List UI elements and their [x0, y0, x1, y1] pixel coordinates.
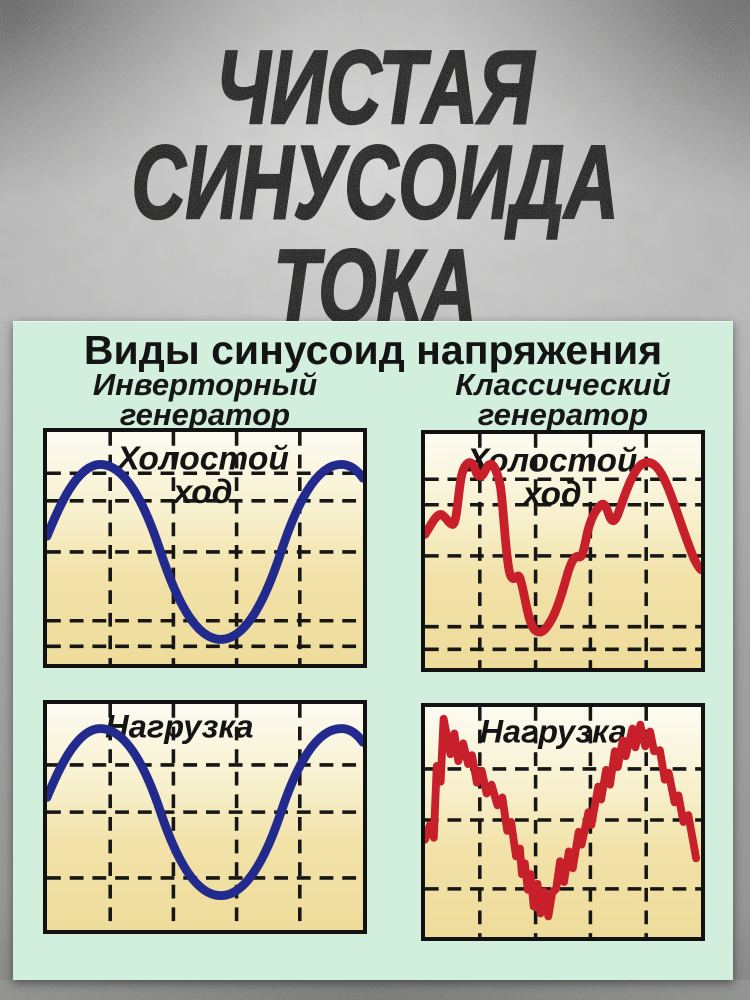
headline-line-2: СИНУСОИДА ТОКА — [131, 125, 620, 345]
panel-title: Виды синусоид напряжения — [83, 327, 663, 373]
info-panel: Виды синусоид напряжения Инверторный ген… — [13, 321, 733, 980]
oscillogram-inverter-idle: Холостой ход — [47, 432, 363, 664]
grid-lines — [47, 704, 363, 930]
column-header-classic: Классический генератор — [421, 367, 705, 432]
chart-classic-load: Нагрузка — [421, 703, 705, 941]
distorted-sine-wave — [425, 458, 701, 637]
column-header-classic-line2: генератор — [477, 397, 649, 432]
noisy-distorted-sine-wave — [425, 714, 701, 921]
chart-background — [47, 432, 363, 664]
poster-headline: ЧИСТАЯ СИНУСОИДА ТОКА — [0, 35, 750, 345]
grid-lines — [425, 434, 701, 668]
chart-inverter-load: Нагрузка — [43, 700, 367, 934]
column-header-inverter: Инверторный генератор — [43, 367, 367, 432]
chart-label-idle-line1: Холостой — [115, 440, 289, 477]
column-header-classic-line1: Классический — [455, 367, 671, 402]
oscillogram-inverter-load: Нагрузка — [47, 704, 363, 930]
chart-classic-idle: Холостой ход — [421, 430, 705, 672]
chart-label-idle-line2: ход — [521, 476, 582, 513]
chart-label-load: Нагрузка — [105, 708, 253, 744]
grid-lines — [47, 432, 363, 664]
chart-background — [425, 434, 701, 668]
chart-label-load: Нагрузка — [480, 713, 627, 749]
oscillogram-classic-idle: Холостой ход — [425, 434, 701, 668]
clean-sine-wave — [47, 724, 363, 901]
clean-sine-wave — [47, 460, 363, 644]
chart-label-idle-line2: ход — [171, 474, 232, 511]
chart-inverter-idle: Холостой ход — [43, 428, 367, 668]
column-header-inverter-line2: генератор — [119, 397, 291, 432]
oscillogram-classic-load: Нагрузка — [425, 707, 701, 937]
column-header-inverter-line1: Инверторный — [92, 367, 318, 402]
